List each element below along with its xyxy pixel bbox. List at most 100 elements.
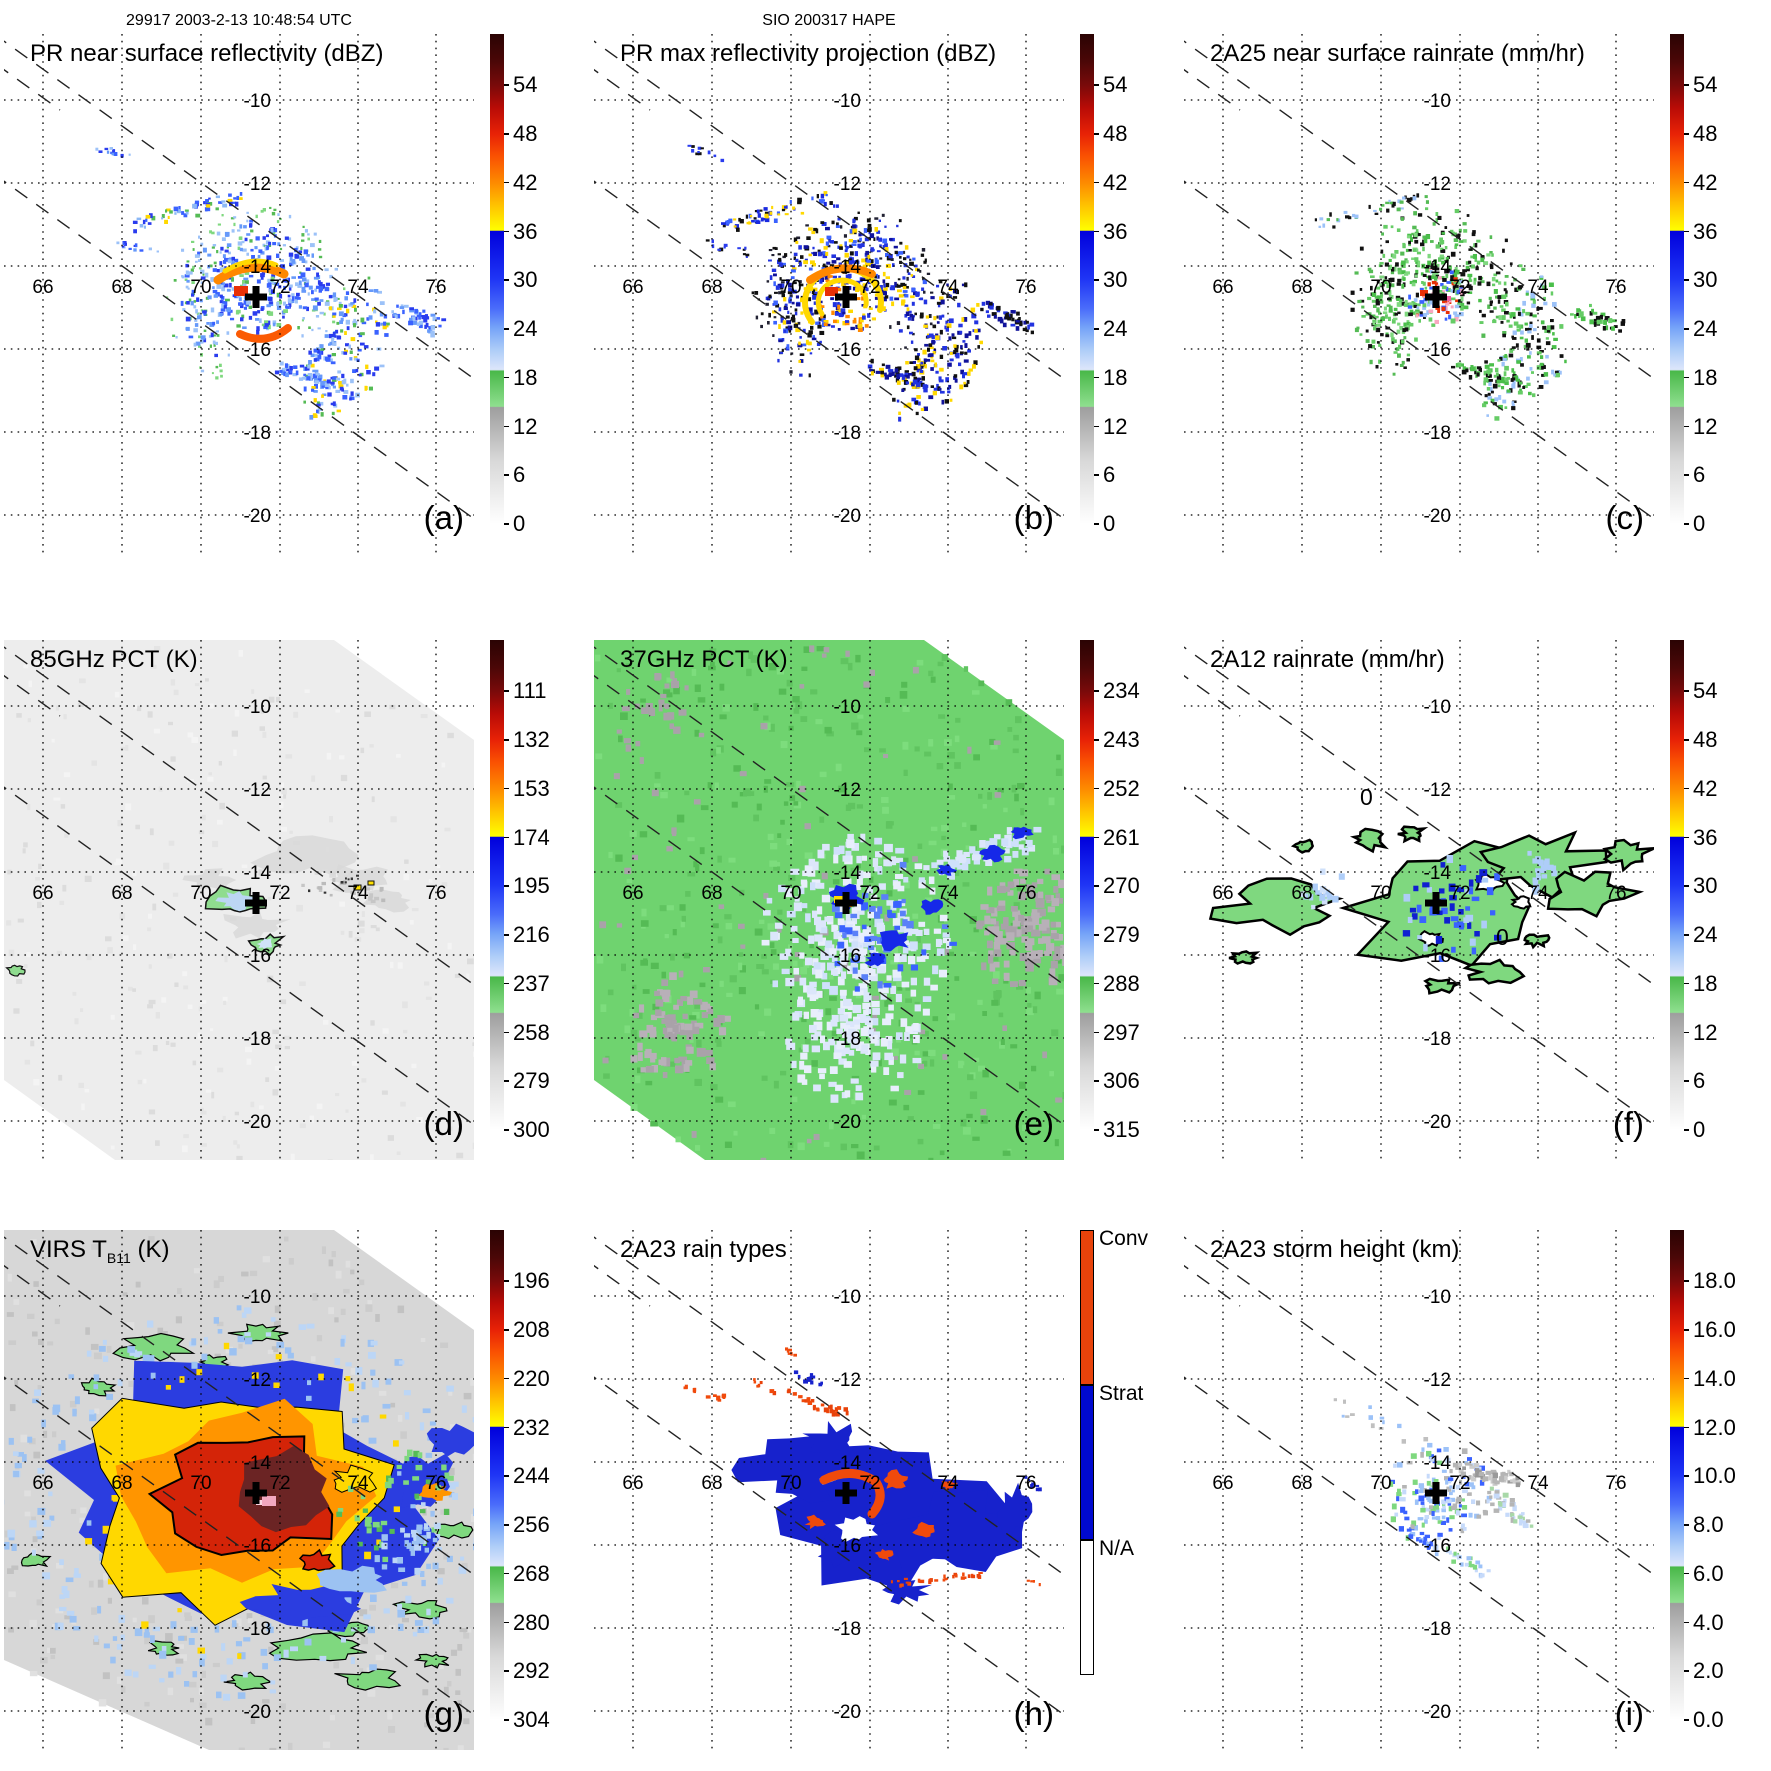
- panel-f-colorbar: [1670, 640, 1684, 1130]
- colorbar-tick-label: 0: [513, 511, 526, 536]
- colorbar-tickmark: [504, 230, 509, 233]
- colorbar-tick-label: 48: [513, 121, 538, 147]
- lon-label: 72: [859, 1473, 880, 1494]
- lat-label: -12: [834, 780, 861, 801]
- colorbar-tick-label: 54: [1103, 72, 1128, 98]
- colorbar-tickmark: [1684, 836, 1689, 839]
- colorbar-tickmark: [504, 84, 509, 87]
- colorbar-tickmark: [504, 474, 509, 476]
- colorbar-tickmark: [504, 425, 509, 428]
- lon-label: 66: [622, 277, 643, 298]
- colorbar-tickmark: [1684, 474, 1689, 476]
- colorbar-tickmark: [1684, 230, 1689, 233]
- axis-labels: 66 68 70 72 74 76 -10 -12 -14 -16 -18 -20: [1212, 1287, 1626, 1723]
- swath-edge-lines: [594, 1236, 1064, 1716]
- lat-label: -10: [834, 1287, 861, 1308]
- lat-label: -18: [834, 1029, 861, 1050]
- panel-e-map: 66 68 70 72 74 76 -10 -12 -14 -16 -18 -20 (e): [594, 640, 1064, 1160]
- lon-label: 70: [1370, 1473, 1391, 1494]
- panel-c-letter: (c): [1606, 499, 1644, 536]
- colorbar-tick-label: 270: [1103, 873, 1140, 899]
- swath-edge-lines: [4, 1236, 474, 1716]
- colorbar-tick-label: 195: [513, 873, 550, 899]
- colorbar-tick-label: 12: [1103, 413, 1128, 439]
- colorbar-tick-label: 153: [513, 775, 550, 801]
- storm-center-marker: [835, 1482, 857, 1504]
- panel-f: 66 68 70 72 74 76 -10 -12 -14 -16 -18 -20 0 0 (f) 2A12 …: [1184, 640, 1771, 1206]
- colorbar-tickmark: [504, 1329, 509, 1331]
- lat-label: -14: [1424, 1453, 1452, 1474]
- colorbar-tickmark: [504, 1280, 509, 1283]
- axis-labels: 66 68 70 72 74 76 -10 -12 -14 -16 -18 -20: [32, 91, 446, 527]
- colorbar-tickmark: [1684, 885, 1689, 887]
- colorbar-tickmark: [1094, 133, 1099, 135]
- lat-label: -12: [244, 1370, 271, 1391]
- storm-center-marker: [1425, 892, 1447, 914]
- colorbar-tickmark: [504, 133, 509, 135]
- lon-label: 76: [425, 277, 446, 298]
- panel-h-title: 2A23 rain types: [620, 1236, 787, 1263]
- colorbar-tickmark: [1094, 885, 1099, 887]
- storm-imagery: [1314, 193, 1626, 421]
- panel-b-letter: (b): [1014, 499, 1054, 536]
- lat-label: -16: [834, 1536, 861, 1557]
- storm-center-marker: [835, 892, 857, 914]
- colorbar-tickmark: [1094, 474, 1099, 476]
- colorbar-tick-label: 36: [1693, 218, 1718, 244]
- lon-label: 68: [111, 1473, 132, 1494]
- colorbar-tickmark: [504, 982, 509, 985]
- lon-label: 74: [1527, 883, 1549, 904]
- lat-label: -20: [244, 506, 271, 527]
- lat-label: -10: [244, 91, 271, 112]
- lat-label: -16: [834, 946, 861, 967]
- axis-labels: 66 68 70 72 74 76 -10 -12 -14 -16 -18 -20: [622, 697, 1036, 1133]
- axis-labels: 66 68 70 72 74 76 -10 -12 -14 -16 -18 -20: [1212, 91, 1626, 527]
- storm-imagery: [95, 147, 447, 420]
- panel-d-letter: (d): [424, 1105, 464, 1142]
- lat-label: -18: [834, 1619, 861, 1640]
- colorbar-tickmark: [504, 1572, 509, 1575]
- colorbar-tickmark: [1094, 690, 1099, 693]
- panel-b: 66 68 70 72 74 76 -10 -12 -14 -16 -18 -20 (b) PR max …: [594, 34, 1184, 600]
- colorbar-tick-label: 279: [513, 1068, 550, 1094]
- colorbar-tickmark: [504, 1475, 509, 1477]
- lon-label: 76: [425, 1473, 446, 1494]
- storm-center-marker: [245, 286, 267, 308]
- colorbar-tick-label: 54: [513, 72, 538, 98]
- colorbar-tick-label: 234: [1103, 678, 1140, 704]
- colorbar-tick-label: 300: [513, 1117, 550, 1142]
- colorbar-tickmark: [504, 328, 509, 330]
- panel-f-title: 2A12 rainrate (mm/hr): [1210, 646, 1445, 673]
- lon-label: 66: [1212, 1473, 1233, 1494]
- colorbar-tick-label: 216: [513, 922, 550, 948]
- colorbar-tickmark: [504, 279, 509, 281]
- colorbar-tick-label: 232: [513, 1414, 550, 1440]
- colorbar-tick-label: 0: [1693, 511, 1706, 536]
- lon-label: 68: [701, 883, 722, 904]
- colorbar-tick-label: 10.0: [1693, 1463, 1736, 1489]
- panel-b-title: PR max reflectivity projection (dBZ): [620, 40, 997, 67]
- lon-label: 66: [622, 883, 643, 904]
- lat-label: -16: [244, 340, 271, 361]
- colorbar-tick-label: 268: [513, 1560, 550, 1586]
- lon-label: 66: [32, 277, 53, 298]
- lon-label: 76: [1605, 277, 1626, 298]
- graticule: [594, 1230, 1064, 1750]
- colorbar-tickmark: [1684, 1426, 1689, 1429]
- colorbar-tick-label: 54: [1693, 72, 1718, 98]
- lat-label: -20: [1424, 506, 1451, 527]
- lat-label: -12: [1424, 780, 1451, 801]
- lon-label: 74: [937, 277, 959, 298]
- panel-i-title: 2A23 storm height (km): [1210, 1236, 1460, 1263]
- lon-label: 74: [1527, 1473, 1549, 1494]
- colorbar-tickmark: [1684, 1719, 1689, 1721]
- colorbar-tickmark: [504, 836, 509, 839]
- colorbar-tick-label: 42: [1693, 169, 1718, 195]
- colorbar-tickmark: [1684, 1280, 1689, 1283]
- panel-h-letter: (h): [1014, 1695, 1054, 1732]
- lon-label: 74: [347, 1473, 369, 1494]
- lat-label: -18: [834, 423, 861, 444]
- panel-a: 66 68 70 72 74 76 -10 -12 -14 -16 -18 -20 (a) PR near…: [4, 34, 594, 600]
- rain-type-label: Strat: [1099, 1382, 1144, 1405]
